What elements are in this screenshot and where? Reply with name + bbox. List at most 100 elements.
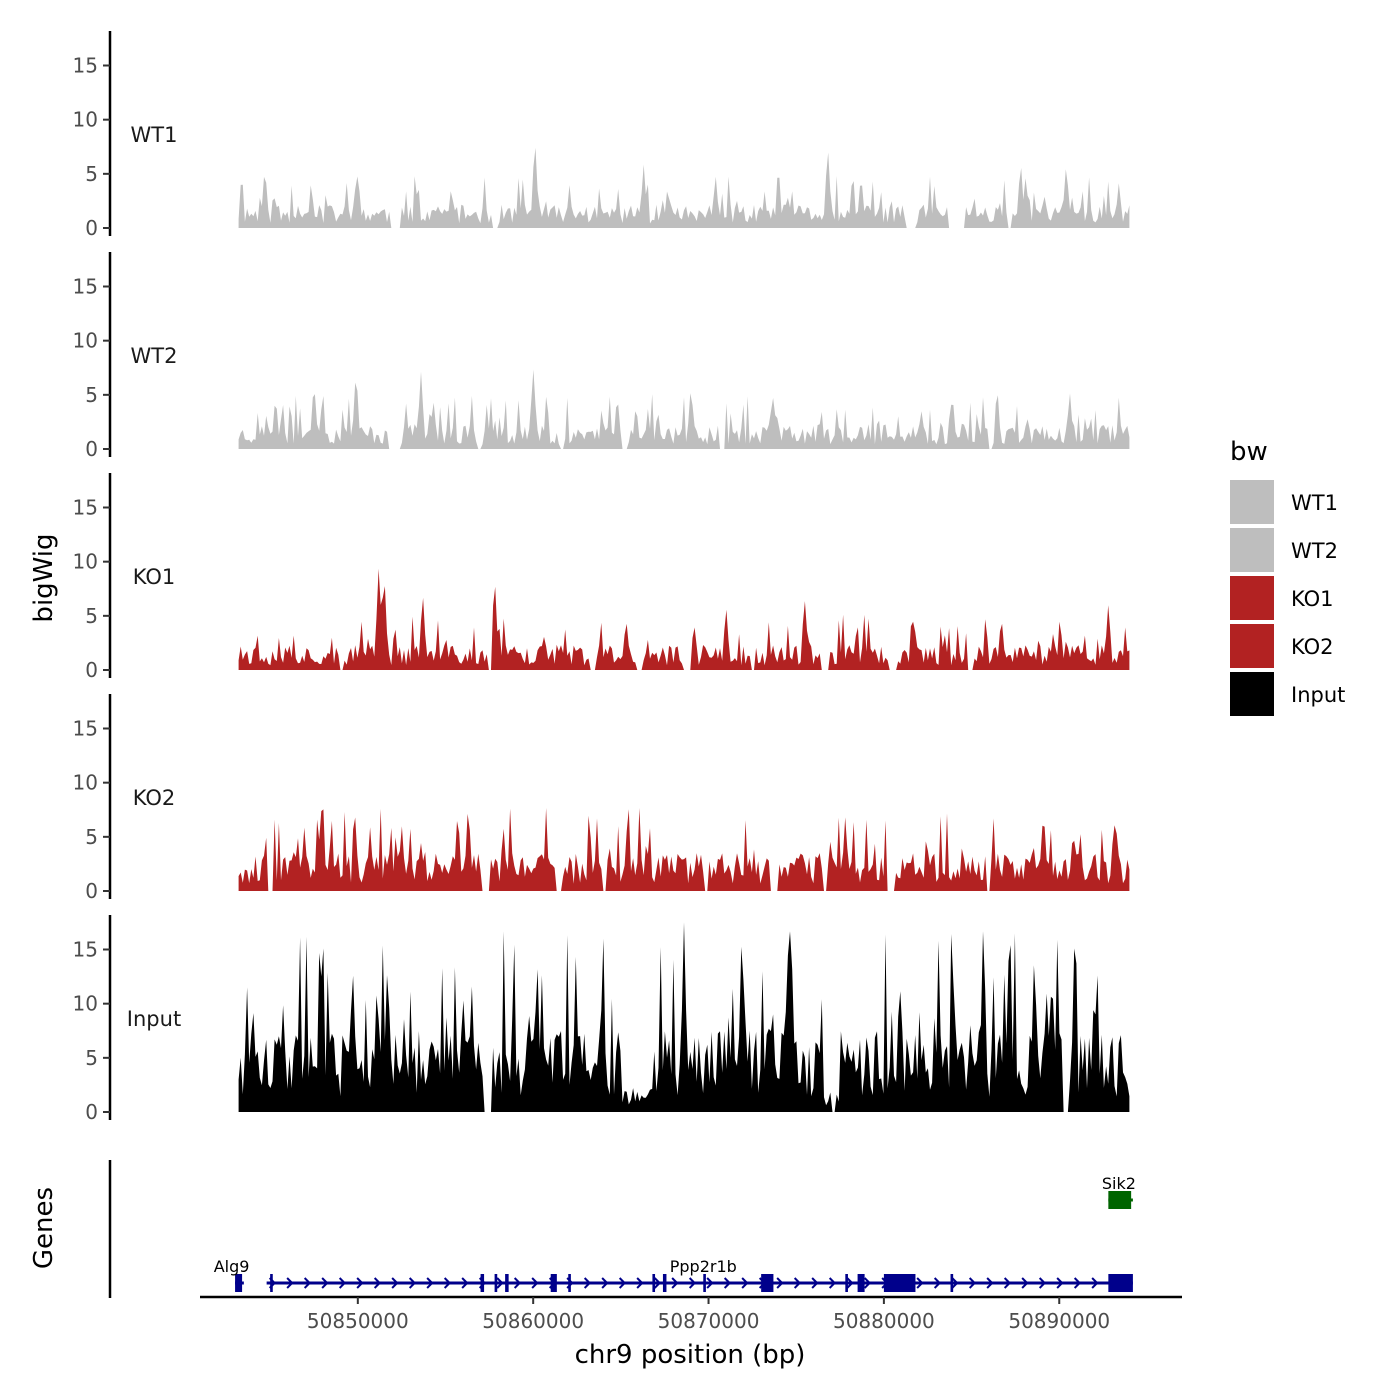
exon [703,1274,706,1292]
bigwig-tracks: 0 5 10 15 WT1 0 5 10 15 WT2 0 5 10 15 KO1 0 5 10 15 KO2 0 5 10… [73,31,1130,1124]
gene-ppp2r1b: Ppp2r1b [266,1257,1133,1292]
strand-arrow [723,1277,732,1289]
strand-arrow [373,1277,382,1289]
legend-swatch-wt2 [1230,528,1274,572]
exon [494,1274,498,1292]
strand-arrow [863,1277,872,1289]
strand-arrow [601,1277,609,1289]
strand-arrow [741,1277,749,1289]
gene-label: Sik2 [1102,1174,1136,1193]
exon [270,1274,273,1292]
strand-arrow [933,1277,942,1289]
strand-arrow [1021,1277,1029,1289]
strand-arrow [1003,1277,1012,1289]
exon [761,1274,774,1292]
track-label: Input [127,1007,181,1031]
legend-title: bw [1230,437,1268,467]
strand-arrow [653,1277,662,1289]
strand-arrow [513,1277,522,1289]
legend-label: WT1 [1291,491,1338,515]
genes-panel: Alg9 Ppp2r1b Sik2 [108,1160,1136,1298]
exon [1108,1274,1133,1292]
y-tick-label: 5 [85,825,98,849]
exon [1108,1191,1132,1209]
track-ko2: 0 5 10 15 KO2 [73,694,1130,903]
strand-arrow [1056,1277,1064,1289]
y-tick-label: 0 [85,216,98,240]
legend-swatch-wt1 [1230,480,1274,524]
strand-arrow [1073,1277,1082,1289]
y-tick-label: 10 [73,992,98,1016]
x-axis: 50850000 50860000 50870000 50880000 50890000 [200,1295,1182,1333]
y-tick-label: 15 [73,54,98,78]
y-tick-label: 15 [73,496,98,520]
strand-arrow [321,1277,329,1289]
strand-arrow [846,1277,854,1289]
signal-area-input [238,922,1130,1112]
legend-label: WT2 [1291,539,1338,563]
legend-label: KO2 [1291,635,1334,659]
strand-arrow [793,1277,802,1289]
signal-area-ko2 [238,808,1130,891]
exon [652,1274,656,1292]
track-ko1: 0 5 10 15 KO1 [73,473,1130,682]
exon [950,1274,954,1292]
strand-arrow [828,1277,837,1289]
strand-arrow [496,1277,504,1289]
strand-arrow [618,1277,627,1289]
signal-area-ko1 [238,568,1130,670]
y-tick-label: 10 [73,550,98,574]
x-axis-title: chr9 position (bp) [575,1340,806,1370]
legend-swatch-ko1 [1230,576,1274,620]
signal-area-wt1 [238,147,1130,228]
track-label: WT2 [131,344,178,368]
y-tick-label: 10 [73,329,98,353]
y-axis-title: bigWig [29,533,59,622]
legend: bw WT1 WT2 KO1 KO2 Input [1230,437,1345,716]
x-tick-label: 50870000 [658,1309,760,1333]
exon [662,1274,667,1292]
exon [845,1274,848,1292]
exon [883,1274,916,1292]
y-tick-label: 0 [85,879,98,903]
exon [857,1274,865,1292]
x-tick-label: 50890000 [1008,1309,1110,1333]
y-tick-label: 15 [73,275,98,299]
strand-arrow [408,1277,417,1289]
x-tick-label: 50850000 [307,1309,409,1333]
gene-label: Alg9 [214,1257,250,1276]
y-tick-label: 0 [85,658,98,682]
strand-arrow [951,1277,959,1289]
x-tick-label: 50880000 [833,1309,935,1333]
gene-alg9: Alg9 [214,1257,250,1292]
strand-arrow [688,1277,697,1289]
exon [550,1274,557,1292]
strand-arrow [391,1277,399,1289]
exon [505,1274,509,1292]
exon [568,1274,571,1292]
strand-arrow [1091,1277,1099,1289]
y-tick-label: 10 [73,771,98,795]
strand-arrow [776,1277,784,1289]
track-wt2: 0 5 10 15 WT2 [73,252,1130,461]
strand-arrow [986,1277,994,1289]
strand-arrow [916,1277,924,1289]
legend-swatch-input [1230,672,1274,716]
strand-arrow [461,1277,469,1289]
track-label: WT1 [131,123,178,147]
strand-arrow [671,1277,679,1289]
strand-arrow [426,1277,434,1289]
y-tick-label: 15 [73,938,98,962]
track-wt1: 0 5 10 15 WT1 [73,31,1130,240]
y-tick-label: 5 [85,604,98,628]
exon [235,1274,243,1292]
y-tick-label: 5 [85,383,98,407]
strand-arrow [706,1277,714,1289]
strand-arrow [443,1277,452,1289]
track-label: KO2 [133,786,176,810]
strand-arrow [583,1277,592,1289]
legend-swatch-ko2 [1230,624,1274,668]
y-tick-label: 15 [73,717,98,741]
y-tick-label: 10 [73,108,98,132]
